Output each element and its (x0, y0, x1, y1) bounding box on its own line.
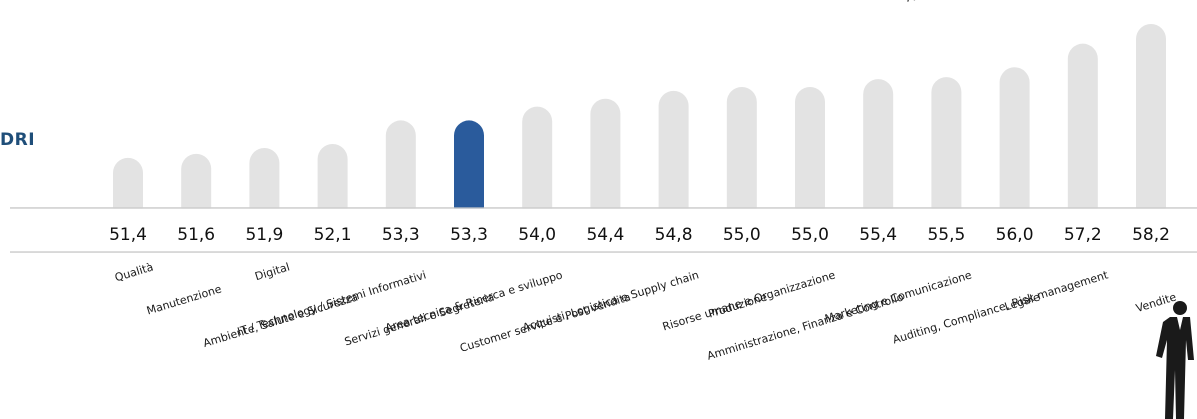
bar-4 (385, 120, 416, 222)
bar-12 (931, 77, 962, 222)
value-label-10: 55,0 (791, 225, 829, 245)
value-label-8: 54,8 (655, 225, 693, 245)
value-label-1: 51,6 (177, 225, 215, 245)
value-row-band (0, 208, 1197, 253)
side-title: DRI (0, 130, 36, 150)
businessman-icon (1156, 301, 1194, 419)
value-label-6: 54,0 (518, 225, 556, 245)
bar-8 (658, 90, 689, 222)
value-label-7: 54,4 (586, 225, 624, 245)
value-label-13: 56,0 (996, 225, 1034, 245)
value-label-3: 52,1 (314, 225, 352, 245)
bar-6 (522, 106, 553, 222)
bar-5 (454, 120, 484, 222)
bar-1 (181, 153, 212, 222)
value-label-4: 53,3 (382, 225, 420, 245)
bar-2 (249, 147, 280, 222)
category-label-14: Auditing, Compliance, Risk management (891, 268, 1110, 346)
value-label-11: 55,4 (859, 225, 897, 245)
category-label-0: Qualità (113, 260, 155, 284)
value-label-14: 57,2 (1064, 225, 1102, 245)
bar-11 (863, 79, 894, 223)
category-label-1: Manutenzione (145, 282, 223, 317)
value-label-0: 51,4 (109, 225, 147, 245)
bar-14 (1067, 43, 1098, 223)
category-label-2: Digital (253, 260, 291, 283)
bar-13 (999, 67, 1030, 222)
value-label-5: 53,3 (450, 225, 488, 245)
bar-10 (795, 86, 825, 222)
bar-7 (590, 98, 621, 222)
value-label-15: 58,2 (1132, 225, 1170, 245)
bar-0 (113, 157, 143, 222)
bar-3 (317, 144, 348, 222)
bar-15 (1136, 24, 1166, 222)
value-label-2: 51,9 (245, 225, 283, 245)
value-label-9: 55,0 (723, 225, 761, 245)
value-label-12: 55,5 (927, 225, 965, 245)
bar-9 (726, 86, 757, 222)
